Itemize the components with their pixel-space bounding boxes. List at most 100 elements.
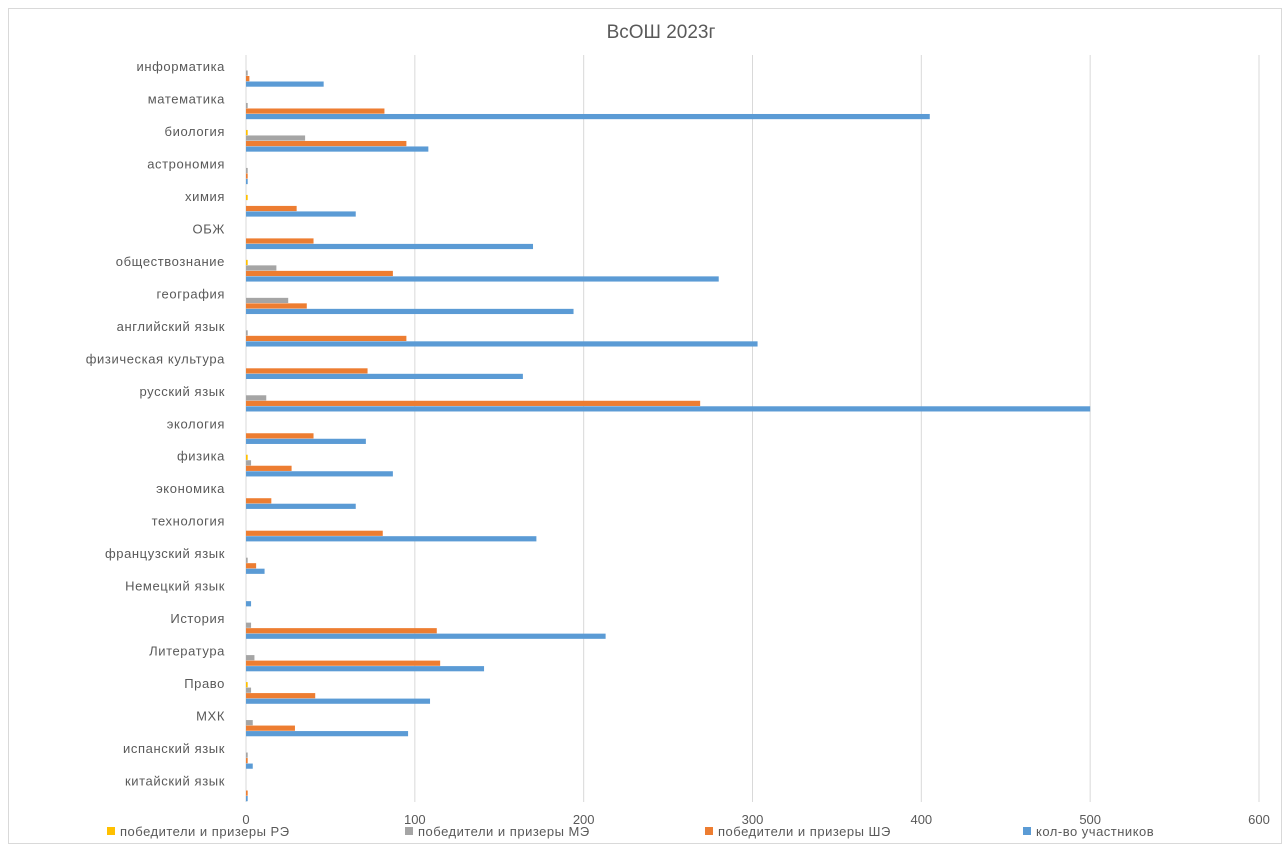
- bar-астрономия-s3: [246, 178, 248, 185]
- bar-литература-s1: [246, 655, 255, 661]
- category-label: экология: [167, 416, 225, 431]
- bar-мхк-s2: [246, 725, 295, 731]
- bar-технология-s2: [246, 530, 383, 536]
- x-tick-label: 0: [242, 812, 249, 827]
- bar-испанский-язык-s1: [246, 752, 248, 758]
- bar-информатика-s3: [246, 81, 324, 87]
- bar-chart: ВсОШ 2023г информатика математика биология…: [86, 22, 1270, 839]
- bar-математика-s2: [246, 108, 385, 114]
- category-label: технология: [152, 514, 225, 529]
- bar-экономика-s2: [246, 498, 272, 504]
- bar-экономика-s3: [246, 503, 356, 509]
- bar-китайский-язык-s2: [246, 790, 248, 796]
- bar-французский-язык-s3: [246, 568, 265, 574]
- bar-право-s0: [246, 682, 248, 688]
- legend-label: победители и призеры МЭ: [418, 824, 590, 839]
- x-tick-label: 400: [910, 812, 932, 827]
- category-label: обществознание: [116, 254, 225, 269]
- category-label: экономика: [156, 481, 225, 496]
- x-tick-label: 600: [1248, 812, 1270, 827]
- bar-обществознание-s3: [246, 276, 719, 282]
- bar-информатика-s2: [246, 76, 250, 82]
- bar-французский-язык-s1: [246, 557, 248, 563]
- legend-swatch-0: [107, 827, 115, 835]
- bar-физика-s1: [246, 460, 252, 466]
- bar-химия-s3: [246, 211, 356, 217]
- bar-право-s2: [246, 693, 316, 699]
- x-tick-label: 300: [742, 812, 764, 827]
- bar-экология-s3: [246, 438, 366, 444]
- legend-swatch-1: [405, 827, 413, 835]
- bar-физика-s3: [246, 471, 393, 477]
- bar-русский-язык-s3: [246, 406, 1091, 412]
- category-label: химия: [185, 189, 225, 204]
- bar-английский-язык-s3: [246, 341, 758, 347]
- legend: победители и призеры РЭ победители и приз…: [107, 824, 1154, 839]
- bar-химия-s2: [246, 205, 297, 212]
- bar-география-s1: [246, 297, 289, 304]
- category-label: астрономия: [147, 156, 225, 171]
- category-label: русский язык: [140, 384, 226, 399]
- bar-история-s3: [246, 633, 606, 639]
- category-label: Немецкий язык: [125, 579, 225, 594]
- bar-обществознание-s1: [246, 265, 277, 271]
- bar-математика-s1: [246, 102, 248, 109]
- bar-мхк-s1: [246, 720, 253, 726]
- bar-обж-s2: [246, 238, 314, 244]
- bar-мхк-s3: [246, 731, 409, 737]
- bar-право-s1: [246, 687, 252, 693]
- category-label: география: [156, 286, 225, 301]
- legend-label: победители и призеры РЭ: [120, 824, 290, 839]
- category-label: История: [170, 611, 225, 626]
- bar-география-s3: [246, 308, 574, 315]
- category-label: китайский язык: [125, 774, 225, 789]
- bar-математика-s3: [246, 113, 930, 120]
- bar-биология-s3: [246, 146, 429, 152]
- bar-история-s1: [246, 622, 252, 628]
- bar-биология-s1: [246, 135, 306, 141]
- bar-экология-s2: [246, 433, 314, 439]
- bar-литература-s2: [246, 660, 441, 666]
- bar-китайский-язык-s3: [246, 796, 248, 802]
- bar-испанский-язык-s3: [246, 763, 253, 769]
- bar-обж-s3: [246, 243, 534, 250]
- bar-английский-язык-s1: [246, 330, 248, 336]
- category-label: физическая культура: [86, 351, 225, 366]
- category-label: физика: [177, 449, 225, 464]
- category-label: Право: [184, 676, 225, 691]
- bar-немецкий-язык-s3: [246, 601, 252, 607]
- category-label: Литература: [149, 644, 225, 659]
- bar-география-s2: [246, 303, 307, 309]
- bars: [246, 70, 1091, 802]
- bar-обществознание-s0: [246, 259, 248, 266]
- bar-технология-s3: [246, 536, 537, 542]
- bar-химия-s0: [246, 194, 248, 201]
- bar-физика-s2: [246, 465, 292, 471]
- legend-label: победители и призеры ШЭ: [718, 824, 891, 839]
- bar-русский-язык-s1: [246, 395, 267, 401]
- bar-биология-s2: [246, 140, 407, 147]
- bar-обществознание-s2: [246, 270, 393, 277]
- category-label: математика: [148, 91, 225, 106]
- gridlines: [245, 55, 1260, 802]
- bar-астрономия-s2: [246, 173, 248, 179]
- bar-литература-s3: [246, 666, 485, 672]
- x-tick-label: 100: [404, 812, 426, 827]
- bar-астрономия-s1: [246, 167, 248, 174]
- legend-swatch-2: [705, 827, 713, 835]
- category-label: биология: [165, 124, 225, 139]
- chart-frame: ВсОШ 2023г информатика математика биология…: [8, 8, 1282, 844]
- bar-испанский-язык-s2: [246, 758, 248, 764]
- chart-title: ВсОШ 2023г: [607, 22, 716, 43]
- bar-английский-язык-s2: [246, 335, 407, 342]
- bar-биология-s0: [246, 129, 248, 136]
- category-label: испанский язык: [123, 741, 225, 756]
- bar-информатика-s1: [246, 70, 248, 76]
- x-tick-label: 200: [573, 812, 595, 827]
- legend-label: кол-во участников: [1036, 824, 1154, 839]
- x-tick-label: 500: [1079, 812, 1101, 827]
- category-labels: информатика математика биология астрономия х…: [86, 59, 225, 789]
- legend-swatch-3: [1023, 827, 1031, 835]
- bar-история-s2: [246, 628, 437, 634]
- bar-право-s3: [246, 698, 431, 704]
